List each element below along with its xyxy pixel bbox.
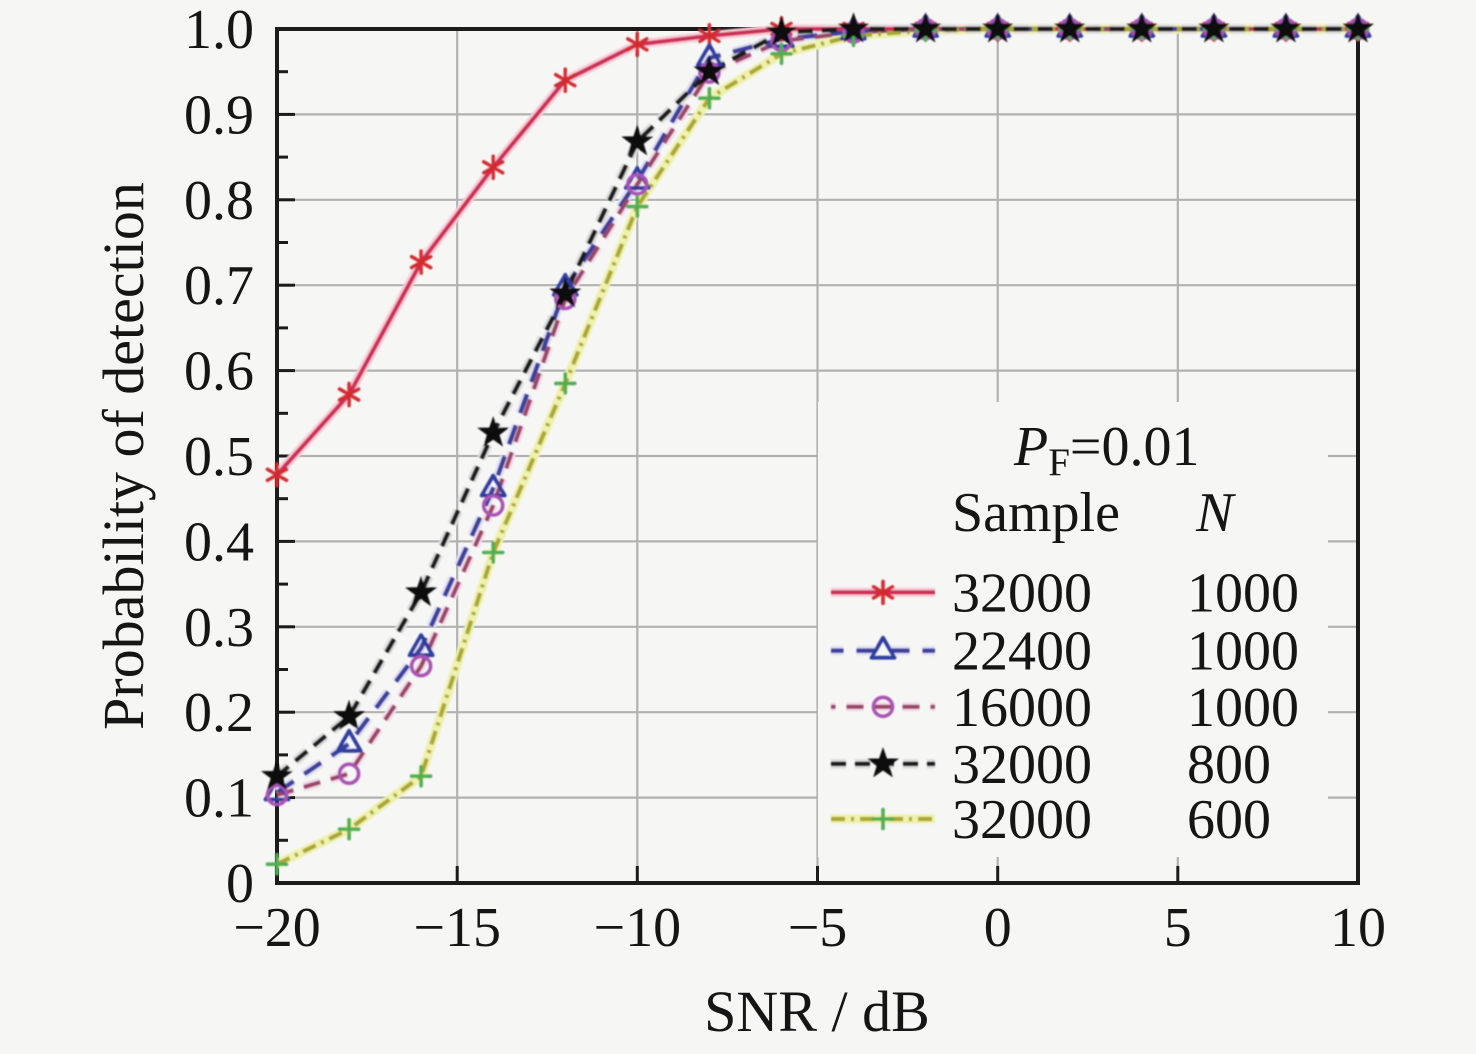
svg-text:600: 600 (1187, 789, 1271, 851)
svg-text:Sample: Sample (952, 482, 1120, 544)
svg-text:1.0: 1.0 (184, 0, 254, 61)
svg-text:−15: −15 (413, 897, 501, 959)
svg-text:1000: 1000 (1187, 677, 1299, 739)
svg-text:800: 800 (1187, 734, 1271, 796)
svg-text:5: 5 (1164, 897, 1192, 959)
svg-text:1000: 1000 (1187, 621, 1299, 683)
svg-text:SNR / dB: SNR / dB (704, 979, 930, 1044)
svg-text:32000: 32000 (952, 734, 1092, 796)
svg-text:0: 0 (226, 853, 254, 915)
svg-text:10: 10 (1330, 897, 1386, 959)
svg-text:0: 0 (984, 897, 1012, 959)
svg-text:16000: 16000 (952, 677, 1092, 739)
svg-text:32000: 32000 (952, 789, 1092, 851)
svg-text:Probability of detection: Probability of detection (91, 182, 156, 730)
svg-text:−5: −5 (788, 897, 848, 959)
svg-text:0.1: 0.1 (184, 768, 254, 830)
svg-text:32000: 32000 (952, 562, 1092, 624)
svg-text:PF=0.01: PF=0.01 (1013, 416, 1200, 484)
svg-text:0.6: 0.6 (184, 341, 254, 403)
svg-text:0.2: 0.2 (184, 682, 254, 744)
svg-text:0.5: 0.5 (184, 426, 254, 488)
svg-text:0.4: 0.4 (184, 511, 254, 573)
svg-text:22400: 22400 (952, 621, 1092, 683)
svg-text:N: N (1195, 482, 1236, 544)
svg-text:−20: −20 (233, 897, 321, 959)
svg-text:0.7: 0.7 (184, 255, 254, 317)
svg-text:0.8: 0.8 (184, 170, 254, 232)
svg-text:0.3: 0.3 (184, 597, 254, 659)
svg-text:1000: 1000 (1187, 562, 1299, 624)
svg-text:0.9: 0.9 (184, 84, 254, 146)
svg-text:−10: −10 (594, 897, 682, 959)
